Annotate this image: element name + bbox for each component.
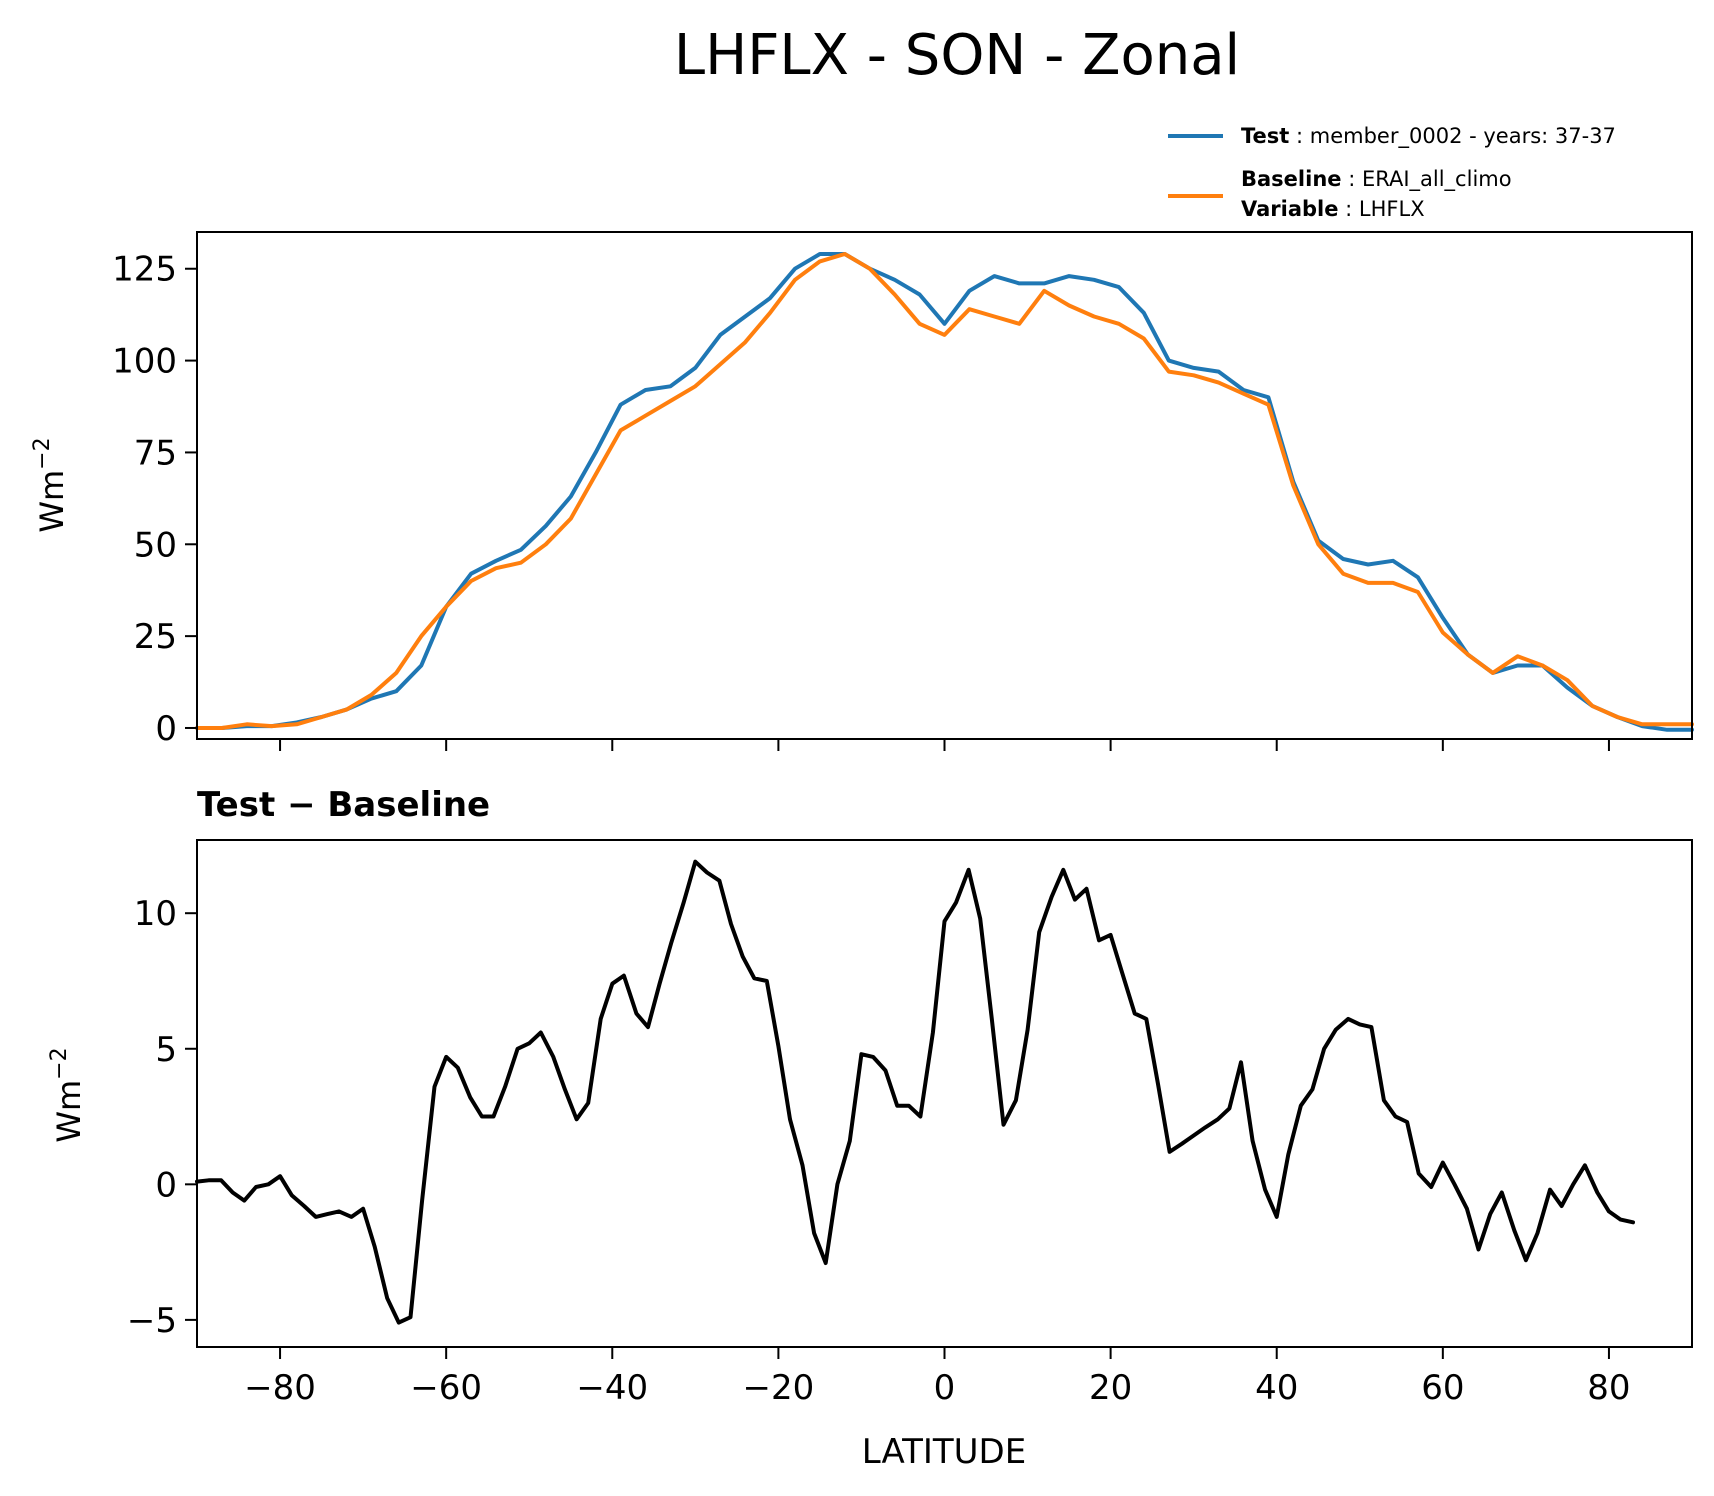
bottom-xlabel: LATITUDE [862,1432,1026,1472]
svg-text:Test : member_0002 - years: 37: Test : member_0002 - years: 37-37 [1241,124,1616,149]
top-ticks: 0 25 50 75 100 125 [112,250,1610,751]
bottom-xtick-label: −40 [576,1368,648,1408]
bottom-xtick-label: −80 [244,1368,316,1408]
bottom-ticks: −80 −60 −40 −20 0 20 40 60 80 −5 0 5 10 [127,894,1631,1408]
bottom-ylabel: Wm−2 [47,1047,88,1142]
top-ytick-label: 25 [134,617,177,657]
bottom-ytick-label: 10 [134,894,177,934]
bottom-ytick-label: 5 [155,1030,177,1070]
legend: Test : member_0002 - years: 37-37 Baseli… [1168,124,1616,221]
bottom-xtick-label: −20 [743,1368,815,1408]
bottom-panel: Test − Baseline Wm−2 LATITUDE −80 −60 −40−… [47,785,1693,1472]
top-ytick-label: 75 [134,433,177,473]
legend-baseline-value: ERAI_all_climo [1362,167,1512,192]
bottom-plot-area [195,859,1635,1325]
bottom-xtick-label: −60 [410,1368,482,1408]
svg-text:Baseline : ERAI_all_climo: Baseline : ERAI_all_climo [1241,167,1512,192]
top-series-baseline [195,252,1694,730]
top-ytick-label: 125 [112,250,177,290]
bottom-ytick-label: −5 [127,1301,177,1341]
bottom-xtick-label: 60 [1421,1368,1464,1408]
legend-variable-label: Variable [1241,197,1338,221]
legend-test-value: member_0002 - years: 37-37 [1310,124,1616,149]
svg-text:Variable : LHFLX: Variable : LHFLX [1241,197,1425,221]
top-ytick-label: 100 [112,342,177,382]
bottom-ytick-label: 0 [155,1165,177,1205]
legend-baseline-label: Baseline [1241,167,1342,191]
bottom-xtick-label: 80 [1587,1368,1630,1408]
top-ytick-label: 50 [134,525,177,565]
bottom-xtick-label: 40 [1255,1368,1298,1408]
top-panel: Wm−2 0 25 50 75 100 125 [30,231,1694,751]
top-plot-area [195,252,1694,732]
figure-title: LHFLX - SON - Zonal [674,23,1240,88]
legend-test-label: Test [1241,124,1289,148]
bottom-xtick-label: 0 [934,1368,956,1408]
bottom-series-test-baseline [195,859,1635,1325]
top-ytick-label: 0 [155,709,177,749]
bottom-title: Test − Baseline [197,785,490,825]
top-ylabel: Wm−2 [30,437,71,532]
bottom-xtick-label: 20 [1089,1368,1132,1408]
legend-variable-value: LHFLX [1359,197,1425,221]
